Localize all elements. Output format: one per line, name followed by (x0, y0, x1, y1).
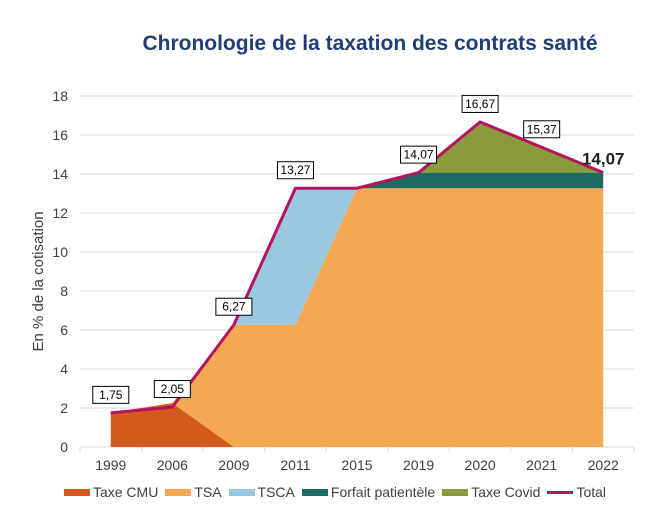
legend-label: TSCA (257, 484, 295, 500)
legend-item: Taxe CMU (63, 484, 159, 500)
total-line (110, 120, 604, 415)
legend-swatch (547, 490, 574, 494)
data-label-box (400, 145, 438, 164)
legend-item: Total (547, 484, 606, 500)
data-label: 15,37 (527, 122, 557, 136)
legend-label: TSA (194, 484, 222, 500)
y-axis-label: En % de la cotisation (30, 211, 47, 351)
data-label: 1,75 (99, 388, 123, 402)
legend-item: TSCA (228, 484, 295, 500)
y-tick-label: 8 (60, 283, 68, 299)
x-tick-label: 1999 (95, 457, 126, 473)
data-label: 6,27 (222, 300, 246, 314)
x-tick-label: 2019 (403, 457, 434, 473)
legend-swatch (228, 488, 255, 496)
data-label: 14,07 (582, 150, 625, 169)
y-tick-label: 2 (60, 400, 68, 416)
data-label-box (215, 297, 253, 316)
x-tick-label: 2006 (157, 457, 188, 473)
legend-swatch (165, 488, 192, 496)
area-tsca (233, 188, 357, 325)
x-tick-label: 2022 (588, 457, 619, 473)
y-tick-label: 10 (52, 244, 68, 260)
data-label-box (153, 380, 191, 399)
legend-swatch (442, 488, 469, 496)
data-label-box (276, 161, 314, 180)
data-label-box (523, 120, 561, 139)
legend-label: Taxe CMU (92, 484, 159, 500)
chart-title: Chronologie de la taxation des contrats … (142, 32, 598, 55)
legend-item: Taxe Covid (442, 484, 540, 500)
y-tick-label: 18 (52, 88, 68, 104)
legend-item: TSA (165, 484, 222, 500)
y-tick-label: 16 (52, 127, 68, 143)
y-tick-label: 12 (52, 205, 68, 221)
legend-swatch (63, 488, 90, 496)
y-tick-label: 6 (60, 322, 68, 338)
area-taxe-covid (418, 121, 604, 173)
data-label: 16,67 (465, 97, 495, 111)
legend-swatch (301, 488, 328, 496)
area-taxe-cmu (110, 403, 234, 447)
x-tick-label: 2015 (341, 457, 372, 473)
area-tsa (172, 188, 604, 448)
legend: Taxe CMU TSA TSCA Forfait patientèle Taxe Co… (0, 484, 670, 500)
legend-label: Forfait patientèle (330, 484, 436, 500)
y-tick-label: 14 (52, 166, 68, 182)
legend-item: Forfait patientèle (301, 484, 436, 500)
x-tick-label: 2011 (280, 457, 310, 473)
legend-label: Taxe Covid (471, 484, 541, 500)
data-label: 13,27 (280, 163, 310, 177)
data-label: 2,05 (161, 382, 185, 396)
legend-label: Total (576, 484, 607, 500)
data-label-box (461, 94, 499, 113)
x-tick-label: 2021 (526, 457, 557, 473)
x-tick-label: 2020 (465, 457, 496, 473)
y-tick-label: 0 (60, 439, 68, 455)
data-label-box (92, 385, 130, 404)
area-forfait-patientèle (357, 172, 604, 189)
y-tick-label: 4 (60, 361, 68, 377)
x-tick-label: 2009 (218, 457, 249, 473)
data-label: 14,07 (404, 148, 434, 162)
